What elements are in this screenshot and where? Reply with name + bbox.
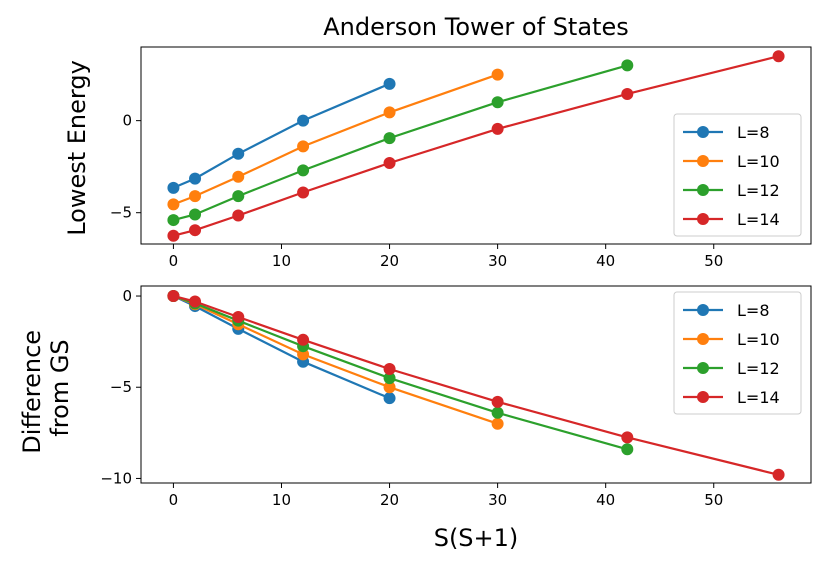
legend-marker [697,362,709,374]
x-tick-label: 20 [380,252,399,270]
data-point [167,198,180,211]
legend-marker [697,126,709,138]
axes-frame [140,285,812,484]
x-tick-label: 50 [704,491,723,509]
series-line-L=14 [173,294,779,476]
data-point [167,290,180,303]
x-tick-label: 10 [272,252,291,270]
legend-label: L=10 [737,152,780,171]
data-point [189,172,202,185]
data-point [621,87,634,100]
data-point [491,68,504,81]
x-tick-label: 10 [272,491,291,509]
top-panel: 0 10 20 30 40 50 −5 0 L=8 L=10 L=12 L=14 [110,46,812,270]
data-point [383,362,396,375]
x-tick-label: 30 [488,252,507,270]
data-point [297,140,310,153]
bottom-ylabel-line-2: from GS [46,339,74,436]
series-line-L=14 [173,55,779,237]
x-tick-label: 0 [169,252,179,270]
legend-label: L=12 [737,181,780,200]
data-point [383,132,396,145]
data-point [167,181,180,194]
data-point [189,190,202,203]
y-tick-label: −10 [100,469,132,487]
y-tick-label: −5 [110,378,132,396]
data-point [621,431,634,444]
x-tick-label: 50 [704,252,723,270]
legend-label: L=12 [737,359,780,378]
data-point [297,333,310,346]
legend-label: L=8 [737,123,770,142]
data-point [772,50,785,63]
x-tick-label: 40 [596,252,615,270]
y-tick-label: 0 [122,112,132,130]
legend-box [673,291,802,415]
data-point [167,229,180,242]
legend-box [673,113,802,237]
data-point [189,224,202,237]
data-point [383,77,396,90]
x-tick-label: 30 [488,491,507,509]
data-point [383,156,396,169]
top-ylabel: Lowest Energy [63,60,91,236]
data-point [383,392,396,405]
data-point [383,381,396,394]
data-point [491,406,504,419]
data-point [772,468,785,481]
data-point [383,106,396,119]
data-point [383,372,396,385]
data-point [491,122,504,135]
data-point [297,348,310,361]
legend-marker [697,213,709,225]
bottom-ylabel-line-1: Difference [18,330,46,454]
legend-marker [697,304,709,316]
data-point [621,59,634,72]
legend-label: L=14 [737,388,780,407]
data-point [232,147,245,160]
x-tick-label: 20 [380,491,399,509]
data-point [167,214,180,227]
data-point [491,417,504,430]
axes-frame [140,46,812,245]
data-point [232,209,245,222]
chart-title: Anderson Tower of States [323,13,628,41]
data-point [297,164,310,177]
data-point [232,190,245,203]
legend-label: L=10 [737,330,780,349]
bottom-panel: 0 10 20 30 40 50 −10 −5 0 L=8 L=10 L=12 L=14 [100,285,812,509]
data-point [297,114,310,127]
data-point [621,443,634,456]
data-point [297,186,310,199]
legend-marker [697,333,709,345]
legend-marker [697,391,709,403]
data-point [189,295,202,308]
data-point [491,96,504,109]
data-point [189,208,202,221]
data-point [491,395,504,408]
legend-label: L=8 [737,301,770,320]
x-tick-label: 0 [169,491,179,509]
legend-marker [697,155,709,167]
data-point [232,311,245,324]
legend-marker [697,184,709,196]
y-tick-label: 0 [122,287,132,305]
bottom-xlabel: S(S+1) [434,524,519,552]
y-tick-label: −5 [110,204,132,222]
x-tick-label: 40 [596,491,615,509]
data-point [232,170,245,183]
legend-label: L=14 [737,210,780,229]
bottom-ylabel: Difference from GS [18,322,74,453]
